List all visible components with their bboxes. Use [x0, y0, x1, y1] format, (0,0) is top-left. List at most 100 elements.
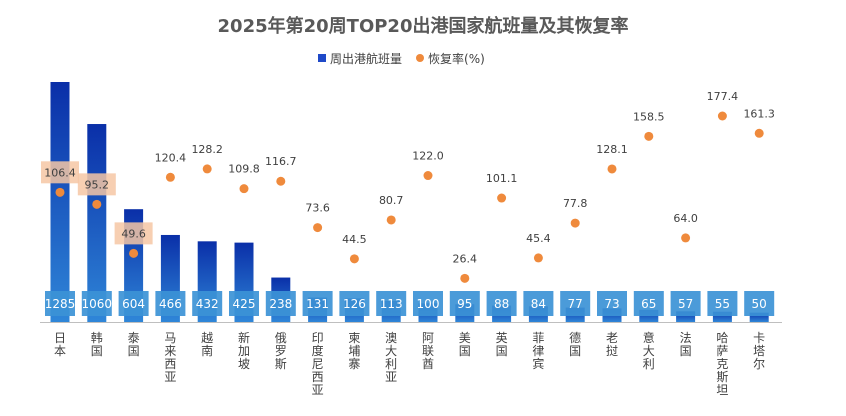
rate-label: 128.1: [596, 143, 628, 156]
rate-point: [607, 164, 617, 174]
bar-value-box: [339, 291, 370, 316]
rate-point: [497, 193, 507, 203]
category-label: 马来西亚: [164, 331, 177, 384]
rate-point: [570, 218, 580, 228]
rate-point: [717, 111, 727, 121]
bar-value-label: 131: [306, 297, 329, 311]
bar-value-label: 1060: [82, 297, 113, 311]
category-label: 美国: [458, 331, 471, 358]
rate-label: 44.5: [342, 233, 367, 246]
category-label: 泰国: [127, 331, 140, 358]
bar-value-box: [413, 291, 443, 316]
rate-label: 101.1: [486, 172, 518, 185]
rate-label: 161.3: [743, 107, 775, 120]
bar-value-label: 425: [233, 297, 256, 311]
category-label: 俄罗斯: [274, 331, 287, 371]
rate-point: [386, 215, 396, 225]
rate-label: 73.6: [305, 202, 330, 215]
category-label: 新加坡: [237, 331, 250, 371]
bar-value-label: 466: [159, 297, 182, 311]
rate-label: 80.7: [379, 194, 404, 207]
legend-bar-swatch: [318, 54, 326, 62]
category-label: 意大利: [642, 331, 655, 371]
bar-value-label: 88: [494, 297, 509, 311]
bar-value-box: [192, 291, 223, 316]
bar-value-label: 84: [531, 297, 546, 311]
rate-point: [533, 253, 543, 263]
rate-point: [423, 171, 433, 181]
rate-point: [55, 187, 65, 197]
rate-label: 45.4: [526, 232, 551, 245]
rate-point: [754, 128, 764, 138]
legend-item-rate: 恢复率(%): [416, 50, 485, 67]
bar-value-label: 50: [752, 297, 767, 311]
bar: [749, 312, 769, 322]
bar-value-label: 65: [641, 297, 656, 311]
rate-label: 49.6: [121, 227, 146, 240]
rate-highlight-box: [77, 173, 116, 196]
rate-highlight-box: [114, 222, 153, 245]
bar-value-box: [560, 291, 591, 316]
rate-point: [276, 176, 286, 186]
bar: [676, 311, 696, 322]
rate-label: 116.7: [265, 155, 297, 168]
bar-value-box: [523, 291, 554, 316]
bar-value-box: [376, 291, 407, 316]
category-label: 越南: [201, 331, 214, 358]
bar-value-label: 1285: [45, 297, 76, 311]
bar-value-box: [670, 291, 701, 316]
rate-highlight-box: [41, 161, 79, 184]
bar-value-label: 95: [457, 297, 472, 311]
category-label: 菲律宾: [532, 331, 545, 371]
bar-value-box: [707, 291, 738, 316]
rate-label: 120.4: [155, 151, 187, 164]
rate-point: [644, 131, 654, 141]
bar-value-box: [45, 291, 75, 316]
bar-value-box: [265, 291, 296, 316]
rate-point: [349, 254, 359, 264]
rate-point: [239, 184, 249, 194]
chart-title: 2025年第20周TOP20出港国家航班量及其恢复率: [217, 16, 629, 37]
bar-value-box: [597, 291, 627, 316]
bar-value-label: 126: [343, 297, 366, 311]
bar: [50, 82, 70, 322]
category-label: 印度尼西亚: [311, 331, 324, 397]
legend-label-flights: 周出港航班量: [330, 51, 403, 66]
bar-value-label: 57: [678, 297, 693, 311]
bar-value-box: [633, 291, 664, 316]
category-label: 日本: [53, 331, 66, 358]
rate-point: [681, 233, 691, 243]
rate-label: 77.8: [563, 197, 588, 210]
legend-label-rate: 恢复率(%): [428, 51, 485, 66]
rate-point: [313, 223, 323, 233]
rate-point: [92, 199, 102, 209]
category-label: 法国: [679, 331, 692, 358]
legend: 周出港航班量 恢复率(%): [318, 49, 499, 67]
rate-point: [202, 164, 212, 174]
rate-point: [460, 273, 470, 283]
bar-value-label: 55: [715, 297, 730, 311]
bar-value-label: 73: [604, 297, 619, 311]
rate-label: 106.4: [44, 166, 76, 179]
bar-value-label: 113: [380, 297, 403, 311]
rate-label: 109.8: [228, 163, 260, 176]
category-label: 卡塔尔: [753, 331, 766, 371]
bar: [712, 311, 732, 322]
legend-dot-swatch: [416, 54, 425, 62]
rate-label: 95.2: [85, 178, 110, 191]
bar-value-label: 238: [269, 297, 292, 311]
category-label: 柬埔寨: [348, 331, 361, 371]
bar-value-label: 604: [122, 297, 145, 311]
rate-point: [165, 172, 175, 182]
category-label: 英国: [495, 331, 508, 358]
bar-value-box: [229, 291, 259, 316]
category-label: 德国: [569, 331, 582, 358]
rate-label: 64.0: [673, 212, 698, 225]
legend-item-flights: 周出港航班量: [318, 50, 402, 67]
bar-value-box: [744, 291, 775, 316]
bar-value-label: 432: [196, 297, 219, 311]
bar-value-label: 100: [417, 297, 440, 311]
category-label: 阿联酋: [421, 331, 434, 371]
rate-label: 177.4: [707, 90, 739, 103]
